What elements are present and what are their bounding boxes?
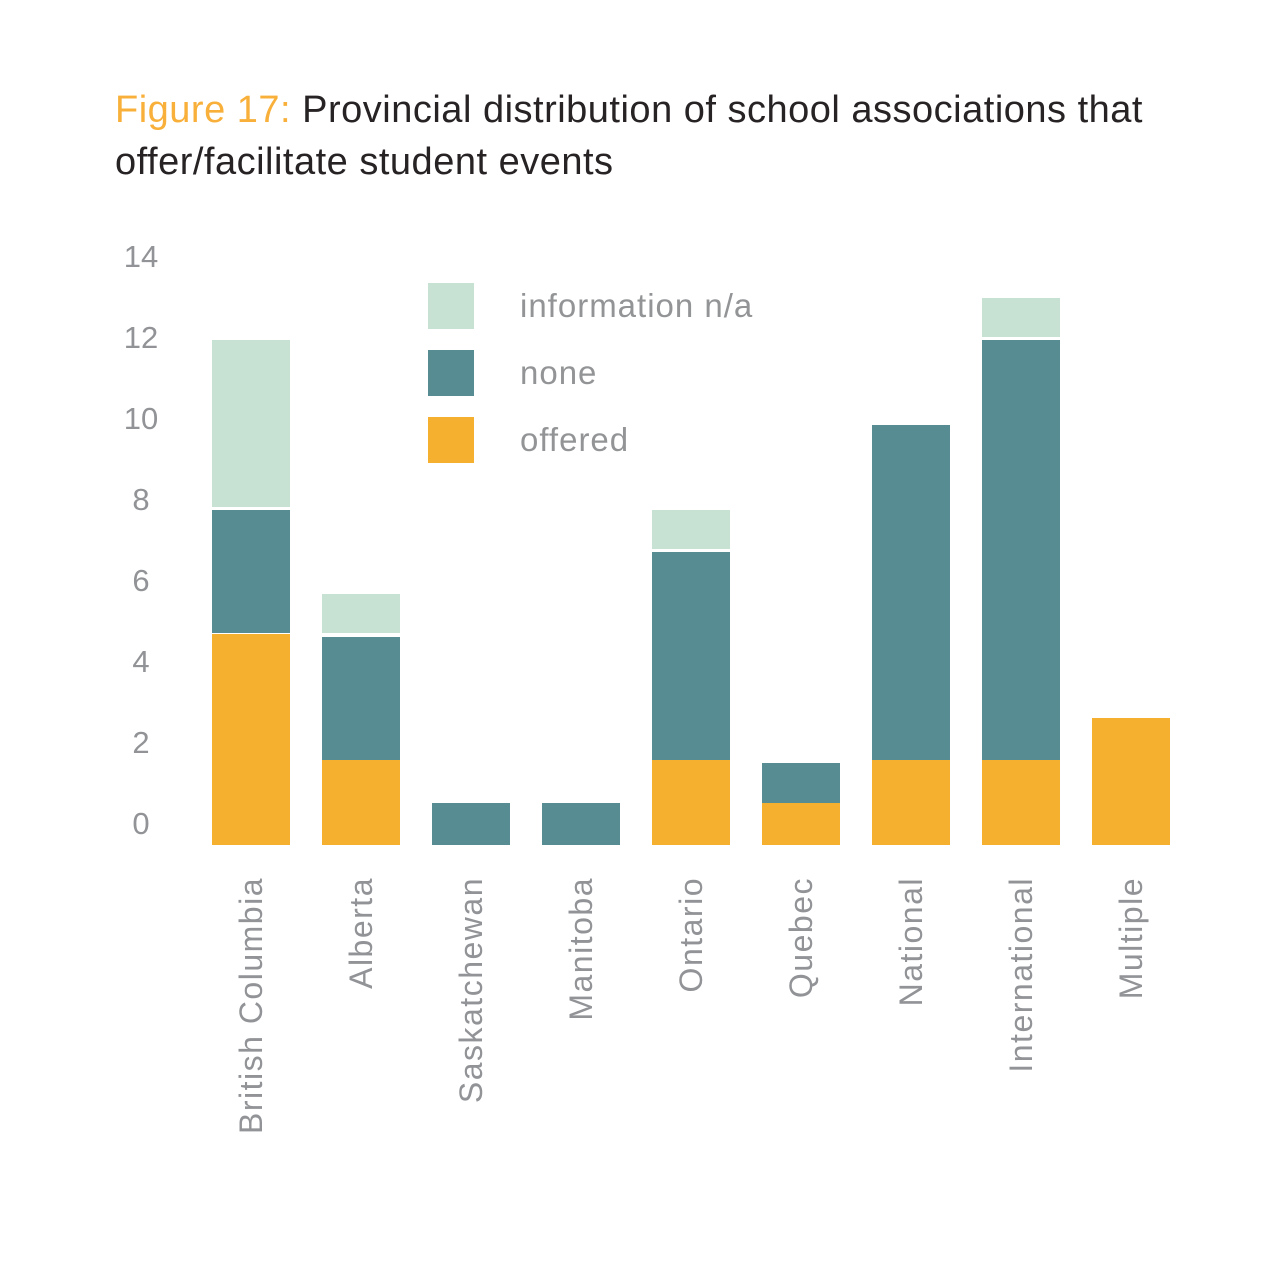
bar-ontario-segment-offered [652, 760, 730, 845]
bar-saskatchewan-segment-none [432, 802, 510, 845]
x-label-manitoba: Manitoba [563, 877, 599, 1021]
bar-international-segment-information-n-a [982, 295, 1060, 338]
legend-swatch-offered [428, 417, 474, 463]
bar-ontario-segment-information-n-a [652, 506, 730, 549]
bar-quebec-segment-offered [762, 802, 840, 845]
x-label-british-columbia: British Columbia [233, 877, 269, 1134]
legend-item-none: none [428, 350, 753, 396]
figure-title: Figure 17: Provincial distribution of sc… [115, 84, 1155, 188]
bar-british-columbia-segment-information-n-a [212, 337, 290, 507]
x-label-alberta: Alberta [343, 877, 379, 989]
bar-alberta-segment-information-n-a [322, 591, 400, 634]
y-tick-12: 12 [123, 320, 159, 355]
legend-item-information-n-a: information n/a [428, 283, 753, 329]
y-tick-8: 8 [132, 482, 150, 517]
bar-national-segment-offered [872, 760, 950, 845]
bar-alberta-segment-none [322, 633, 400, 761]
bar-quebec-segment-none [762, 760, 840, 803]
bar-manitoba-segment-none [542, 802, 620, 845]
x-label-ontario: Ontario [673, 877, 709, 993]
legend-item-offered: offered [428, 417, 753, 463]
bar-international-segment-offered [982, 760, 1060, 845]
legend: information n/a none offered [428, 283, 753, 484]
legend-label-offered: offered [520, 421, 630, 458]
y-tick-10: 10 [123, 401, 159, 436]
x-label-multiple: Multiple [1113, 877, 1149, 1000]
figure-number-label: Figure 17: [115, 89, 292, 131]
bar-national-segment-none [872, 422, 950, 761]
y-tick-0: 0 [132, 806, 150, 841]
bar-international-segment-none [982, 337, 1060, 761]
x-label-national: National [893, 877, 929, 1007]
legend-swatch-information-n-a [428, 283, 474, 329]
x-label-international: International [1003, 877, 1039, 1073]
y-tick-14: 14 [123, 239, 159, 274]
x-label-saskatchewan: Saskatchewan [453, 877, 489, 1104]
x-label-quebec: Quebec [783, 877, 819, 999]
bar-ontario-segment-none [652, 548, 730, 761]
bar-multiple-segment-offered [1092, 718, 1170, 845]
figure-title-text: Provincial distribution of school associ… [115, 89, 1143, 183]
bar-british-columbia-segment-offered [212, 633, 290, 845]
bar-alberta-segment-offered [322, 760, 400, 845]
y-tick-6: 6 [132, 563, 150, 598]
legend-label-information-n-a: information n/a [520, 287, 754, 324]
y-tick-4: 4 [132, 644, 150, 679]
bar-british-columbia-segment-none [212, 506, 290, 634]
legend-label-none: none [520, 354, 598, 391]
legend-swatch-none [428, 350, 474, 396]
y-tick-2: 2 [132, 725, 150, 760]
